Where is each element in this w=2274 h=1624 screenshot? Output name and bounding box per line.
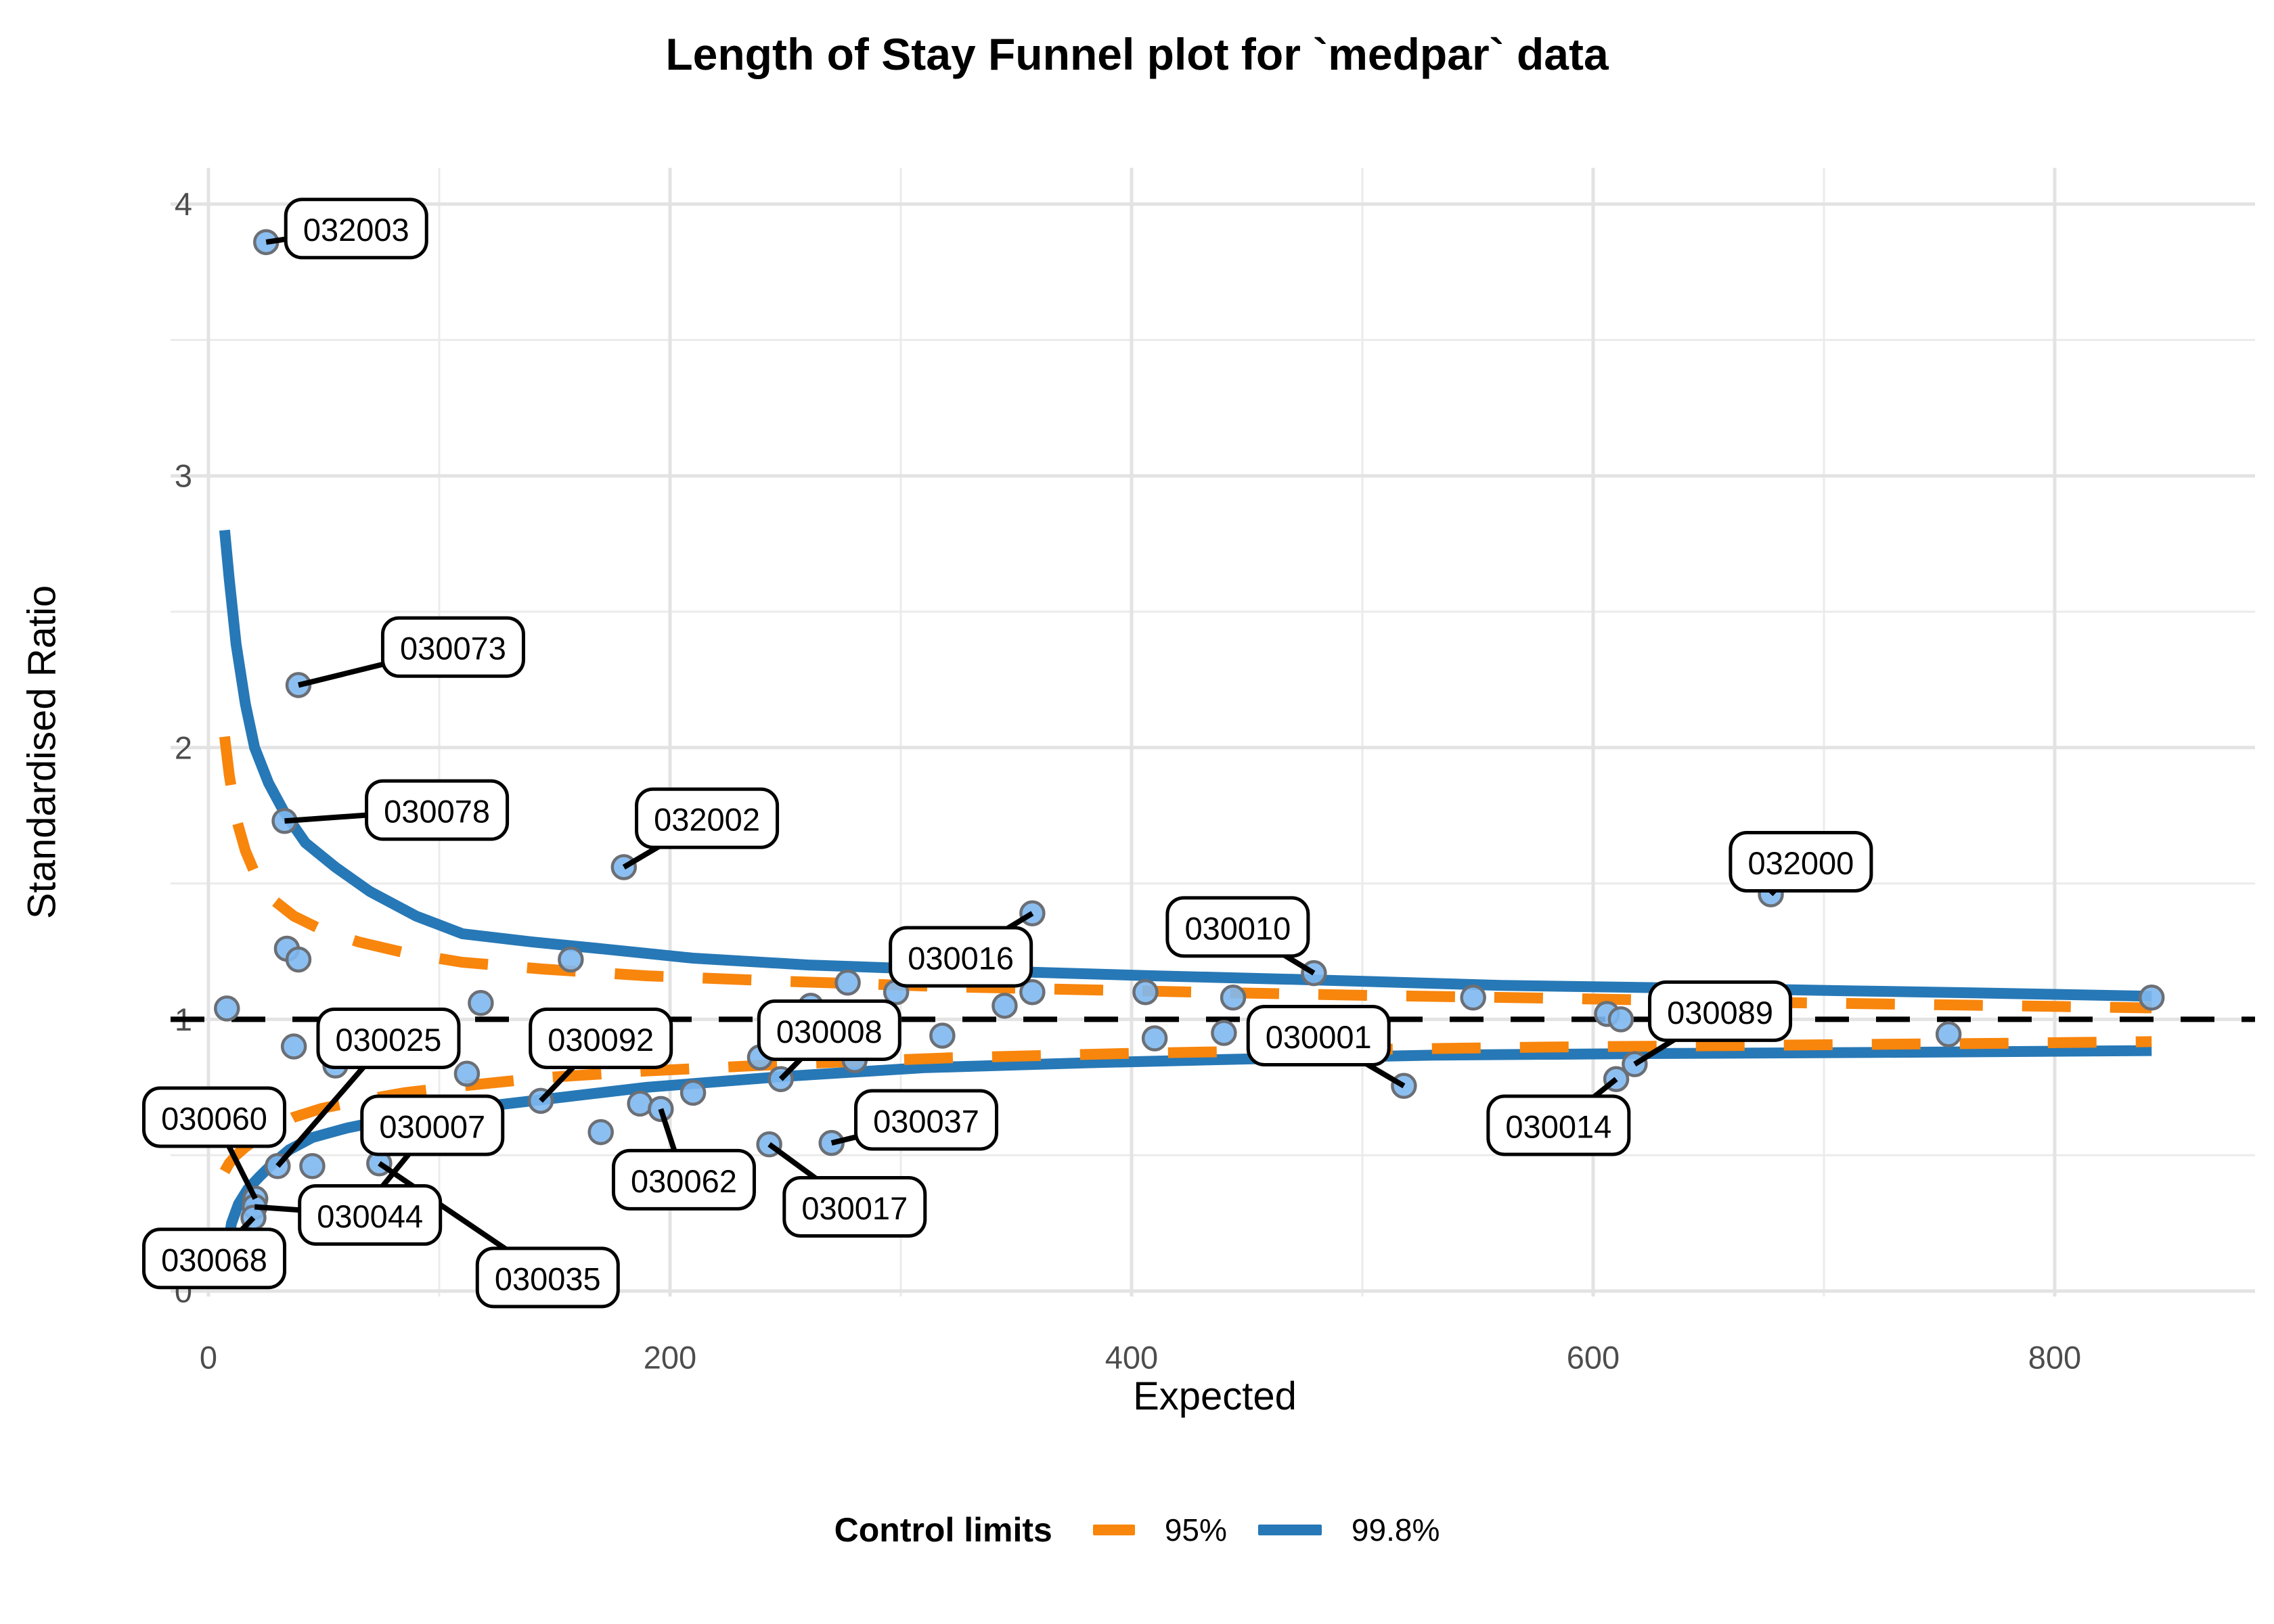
data-point (280, 1033, 307, 1060)
control-limit-95upper (219, 736, 2152, 1014)
point-label-box (380, 616, 525, 678)
data-point (1460, 985, 1486, 1011)
point-label: 032002 (654, 802, 760, 838)
data-point (468, 990, 494, 1016)
point-label: 030062 (631, 1163, 737, 1199)
point-label-box (284, 198, 428, 260)
point-label: 030035 (495, 1261, 601, 1296)
point-label-box (1246, 1004, 1391, 1066)
point-label-box (360, 1094, 505, 1156)
point-label: 032003 (303, 212, 409, 248)
data-point (1935, 1021, 1962, 1047)
data-point (587, 1119, 614, 1146)
data-point (1019, 978, 1046, 1006)
data-point (558, 946, 584, 973)
point-label: 030092 (548, 1022, 654, 1058)
data-point (929, 1022, 956, 1049)
point-label-box (782, 1176, 927, 1238)
point-label-box (635, 787, 780, 849)
point-label: 030037 (873, 1103, 979, 1139)
point-label-box (529, 1008, 673, 1070)
point-label-box (142, 1227, 287, 1290)
dashed-line-swatch-icon (1092, 1525, 1135, 1535)
legend-item-95: 95% (1092, 1512, 1227, 1548)
legend-item-95-label: 95% (1164, 1512, 1227, 1548)
point-label: 030017 (801, 1190, 908, 1226)
point-label: 030089 (1667, 995, 1773, 1031)
point-label-box (1729, 830, 1873, 893)
point-label: 032000 (1747, 845, 1854, 881)
data-point (1211, 1020, 1237, 1046)
legend-item-998: 99.8% (1257, 1512, 1440, 1548)
point-label-box (611, 1148, 756, 1211)
point-label-box (1648, 980, 1793, 1042)
point-label-box (1486, 1094, 1631, 1156)
control-limit-998upper (219, 529, 2152, 1002)
y-tick-label: 4 (175, 186, 192, 222)
x-tick-label: 400 (1105, 1339, 1158, 1375)
point-label-box (889, 926, 1033, 988)
data-point (453, 1060, 481, 1087)
point-label: 030016 (908, 941, 1014, 976)
data-point (214, 995, 240, 1022)
point-label: 030014 (1505, 1109, 1611, 1145)
y-tick-label: 3 (175, 458, 192, 494)
point-label: 030001 (1266, 1019, 1372, 1055)
point-label: 030078 (384, 794, 490, 830)
point-label-box (854, 1089, 999, 1151)
y-tick-label: 2 (175, 729, 192, 765)
data-point (1220, 985, 1247, 1011)
point-label-box (757, 999, 901, 1061)
legend-title: Control limits (834, 1511, 1052, 1549)
x-tick-label: 200 (644, 1339, 696, 1375)
point-label: 030044 (317, 1198, 423, 1234)
data-point (1607, 1006, 1634, 1033)
point-label-box (142, 1086, 287, 1148)
point-label: 030073 (400, 631, 506, 667)
data-point (299, 1153, 326, 1179)
legend: Control limits 95% 99.8% (0, 1510, 2274, 1550)
point-label: 030008 (776, 1014, 883, 1050)
x-tick-label: 800 (2028, 1339, 2081, 1375)
solid-line-swatch-icon (1257, 1525, 1322, 1535)
chart-title: Length of Stay Funnel plot for `medpar` … (665, 29, 1609, 79)
point-label-box (1165, 896, 1310, 958)
point-label: 030010 (1184, 910, 1291, 946)
data-point (1132, 978, 1159, 1006)
data-point (834, 969, 861, 996)
data-point (1141, 1025, 1168, 1052)
point-label: 030025 (336, 1022, 442, 1058)
x-tick-label: 0 (200, 1339, 217, 1375)
point-label-box (316, 1008, 461, 1070)
legend-item-998-label: 99.8% (1351, 1512, 1440, 1548)
point-label: 030007 (379, 1109, 485, 1145)
data-point (991, 993, 1018, 1019)
point-label-box (298, 1184, 443, 1246)
data-point (679, 1079, 707, 1106)
data-point (285, 946, 312, 973)
point-label-box (475, 1246, 620, 1309)
data-point (2138, 985, 2165, 1011)
x-tick-label: 600 (1567, 1339, 1620, 1375)
x-axis-title: Expected (1133, 1374, 1297, 1418)
point-label: 030060 (161, 1100, 267, 1136)
point-label: 030068 (161, 1242, 267, 1278)
point-label-box (365, 779, 510, 841)
